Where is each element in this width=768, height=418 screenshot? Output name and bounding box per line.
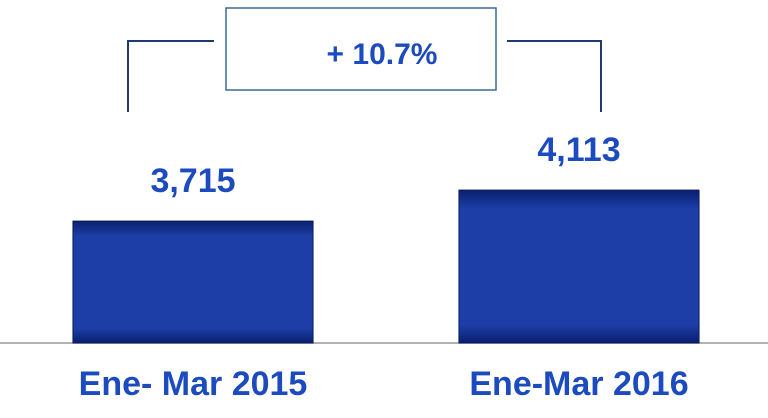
bracket — [127, 7, 602, 112]
bar — [458, 189, 700, 344]
x-tick-label: Ene- Mar 2015 — [79, 365, 308, 403]
value-label: 3,715 — [150, 162, 235, 200]
annotation-box — [225, 7, 497, 91]
annotation: + 10.7% — [327, 38, 438, 71]
bracket-right — [507, 40, 602, 112]
bar — [72, 220, 314, 344]
bracket-left — [127, 40, 214, 112]
x-tick-label: Ene-Mar 2016 — [469, 365, 688, 403]
value-label: 4,113 — [537, 131, 620, 169]
